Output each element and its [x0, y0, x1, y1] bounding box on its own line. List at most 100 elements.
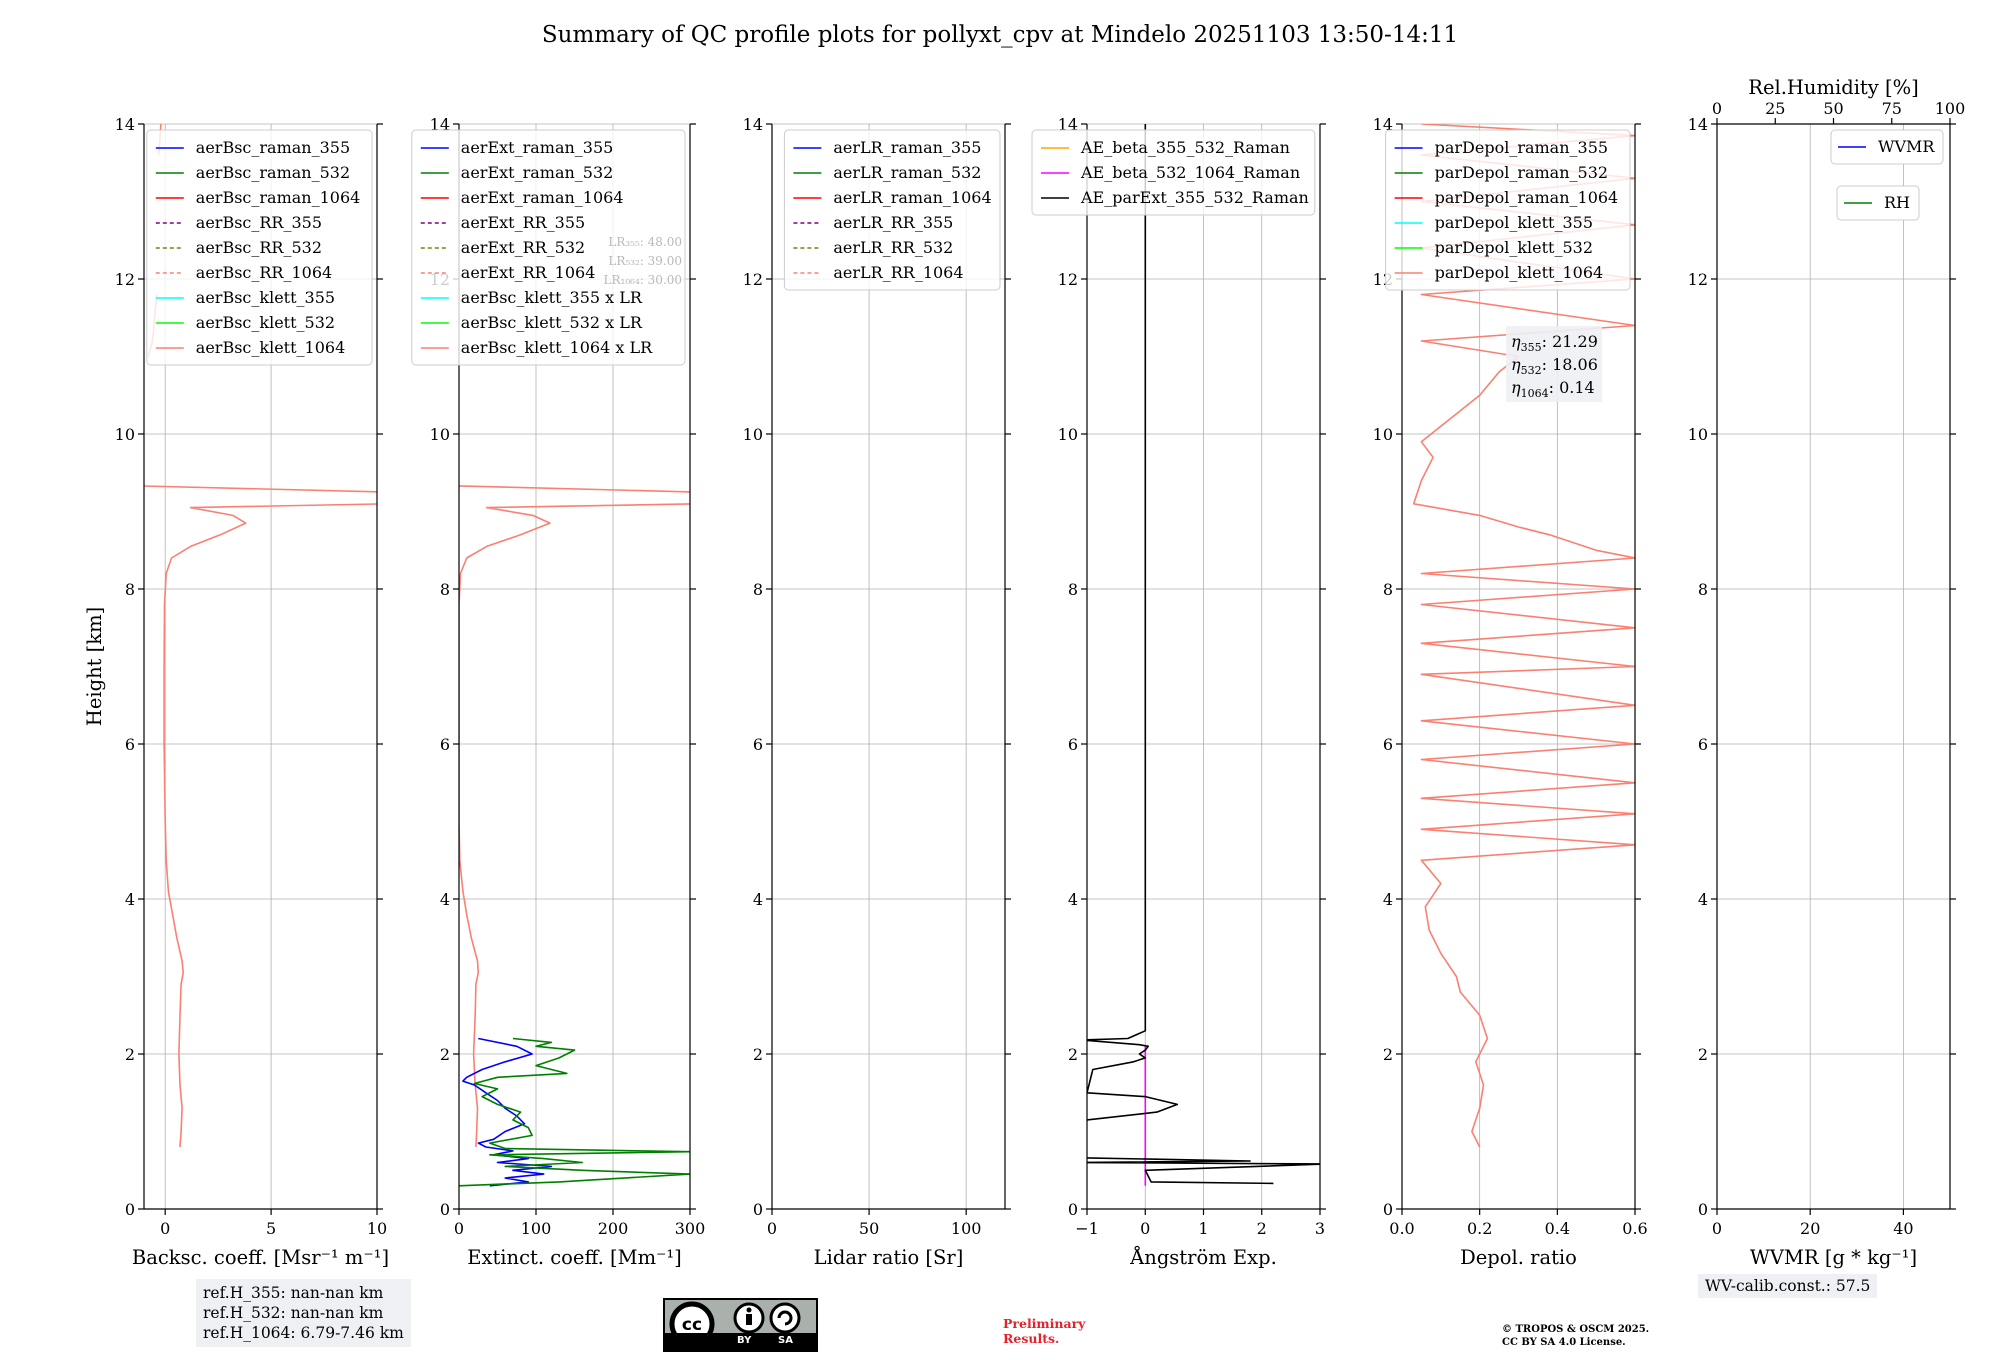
x-tick-label: 100 — [521, 1219, 552, 1238]
y-tick-label: 0 — [753, 1200, 763, 1219]
legend-frame — [783, 129, 1001, 291]
y-tick-label: 12 — [115, 270, 135, 289]
x-tick-label: 0.6 — [1622, 1219, 1647, 1238]
top-x-tick-label: 100 — [1935, 99, 1966, 118]
x-tick-label: 1 — [1198, 1219, 1208, 1238]
preliminary-notice: Preliminary Results. — [1003, 1316, 1085, 1346]
legend-frame — [411, 129, 686, 366]
lr-label: LR₅₃₂: 39.00 — [608, 254, 682, 268]
y-tick-label: 6 — [1068, 735, 1078, 754]
x-tick-label: 200 — [598, 1219, 629, 1238]
legend-entry: aerLR_raman_532 — [833, 163, 981, 182]
x-tick-label: 0.2 — [1467, 1219, 1492, 1238]
y-tick-label: 0 — [440, 1200, 450, 1219]
series-group — [1087, 124, 1320, 1186]
top-x-tick-label: 75 — [1882, 99, 1902, 118]
series-group — [1412, 124, 1635, 1148]
legend-frame — [146, 129, 373, 366]
series-aerExt_raman_532 — [459, 1037, 690, 1187]
panel-bsc: 0 2 4 6 8 10 12 14 0 5 10 Backsc. coeff. [Msr⁻¹ m⁻¹… — [83, 115, 389, 1269]
preliminary-line-2: Results. — [1003, 1331, 1060, 1346]
legend-entry: aerBsc_RR_1064 — [196, 263, 332, 282]
series-aerExt_raman_355 — [462, 1037, 553, 1187]
legend-wvmr: WVMR — [1830, 129, 1944, 165]
y-tick-label: 8 — [125, 580, 135, 599]
y-tick-label: 4 — [753, 890, 763, 909]
legend-entry: aerLR_RR_1064 — [833, 263, 963, 282]
legend-frame — [1836, 185, 1920, 221]
legend-entry: aerExt_raman_1064 — [461, 188, 624, 207]
panel-lr: 0 2 4 6 8 10 12 14 0 50 100 Lidar ratio [Sr] aerLR_r… — [743, 115, 1011, 1269]
legend-entry: WVMR — [1878, 137, 1935, 156]
figure-title: Summary of QC profile plots for pollyxt_… — [541, 22, 1459, 48]
cc-by-label: BY — [737, 1335, 752, 1346]
series-aerBsc_klett_1064 x LR — [459, 485, 690, 1148]
top-x-tick-label: 25 — [1765, 99, 1785, 118]
legend: AE_beta_355_532_Raman AE_beta_532_1064_Ra… — [1031, 129, 1316, 216]
legend-entry: aerBsc_RR_355 — [196, 213, 322, 232]
x-tick-label: 2 — [1257, 1219, 1267, 1238]
eta-label: η532: 18.06 — [1511, 355, 1598, 377]
x-tick-label: 0.4 — [1545, 1219, 1570, 1238]
copyright-notice: © TROPOS & OSCM 2025. CC BY SA 4.0 Licen… — [1502, 1323, 1649, 1349]
legend-entry: aerBsc_klett_1064 x LR — [461, 338, 653, 357]
x-tick-label: 100 — [951, 1219, 982, 1238]
top-axis-label: Rel.Humidity [%] — [1748, 76, 1918, 99]
legend-entry: parDepol_klett_532 — [1435, 238, 1593, 257]
y-tick-label: 8 — [440, 580, 450, 599]
series-parDepol_klett_1064 — [1412, 124, 1635, 1148]
x-tick-label: −1 — [1075, 1219, 1099, 1238]
x-axis-label: Lidar ratio [Sr] — [814, 1246, 964, 1269]
y-tick-label: 10 — [1373, 425, 1393, 444]
cc-icon: cc — [669, 1301, 801, 1335]
y-tick-label: 4 — [1383, 890, 1393, 909]
legend-entry: aerExt_raman_532 — [461, 163, 614, 182]
x-tick-label: 0 — [1712, 1219, 1722, 1238]
ref-h-1064: ref.H_1064: 6.79-7.46 km — [203, 1324, 404, 1342]
legend-frame — [1830, 129, 1944, 165]
y-tick-label: 4 — [440, 890, 450, 909]
x-axis-label: Ångström Exp. — [1129, 1244, 1277, 1269]
legend-entry: aerLR_raman_1064 — [833, 188, 991, 207]
legend-entry: aerExt_RR_355 — [461, 213, 585, 232]
lr-label: LR₃₅₅: 48.00 — [608, 235, 682, 249]
preliminary-line-1: Preliminary — [1003, 1316, 1086, 1331]
eta-label: η355: 21.29 — [1511, 332, 1598, 354]
x-axis-label: Backsc. coeff. [Msr⁻¹ m⁻¹] — [132, 1246, 389, 1269]
x-tick-label: 0 — [767, 1219, 777, 1238]
y-axis-label: Height [km] — [83, 607, 106, 726]
x-tick-label: 10 — [367, 1219, 387, 1238]
y-tick-label: 14 — [1058, 115, 1078, 134]
eta-label: η1064: 0.14 — [1511, 378, 1595, 400]
legend-entry: aerExt_RR_532 — [461, 238, 585, 257]
x-tick-label: 40 — [1893, 1219, 1913, 1238]
wv-calib-constant: WV-calib.const.: 57.5 — [1698, 1274, 1878, 1298]
legend-entry: aerBsc_klett_1064 — [196, 338, 345, 357]
y-tick-label: 2 — [125, 1045, 135, 1064]
x-tick-label: 5 — [266, 1219, 276, 1238]
legend: parDepol_raman_355 parDepol_raman_532 parD… — [1385, 129, 1631, 291]
legend-entry: aerBsc_raman_1064 — [196, 188, 361, 207]
legend-entry: aerBsc_klett_532 x LR — [461, 313, 643, 332]
y-tick-label: 4 — [125, 890, 135, 909]
y-tick-label: 8 — [1698, 580, 1708, 599]
legend-frame — [1031, 129, 1316, 216]
series-aerBsc_klett_1064 — [144, 485, 377, 1148]
legend-entry: aerBsc_RR_532 — [196, 238, 322, 257]
x-tick-label: 20 — [1800, 1219, 1820, 1238]
y-tick-label: 12 — [1058, 270, 1078, 289]
legend-entry: aerExt_raman_355 — [461, 138, 614, 157]
y-tick-label: 6 — [753, 735, 763, 754]
y-tick-label: 0 — [1068, 1200, 1078, 1219]
y-tick-label: 12 — [743, 270, 763, 289]
y-tick-label: 14 — [115, 115, 135, 134]
x-tick-label: 0 — [1140, 1219, 1150, 1238]
y-tick-label: 2 — [753, 1045, 763, 1064]
y-tick-label: 12 — [1688, 270, 1708, 289]
y-tick-label: 0 — [1698, 1200, 1708, 1219]
legend-entry: aerBsc_klett_355 — [196, 288, 335, 307]
legend-entry: aerBsc_klett_355 x LR — [461, 288, 643, 307]
y-tick-label: 4 — [1068, 890, 1078, 909]
